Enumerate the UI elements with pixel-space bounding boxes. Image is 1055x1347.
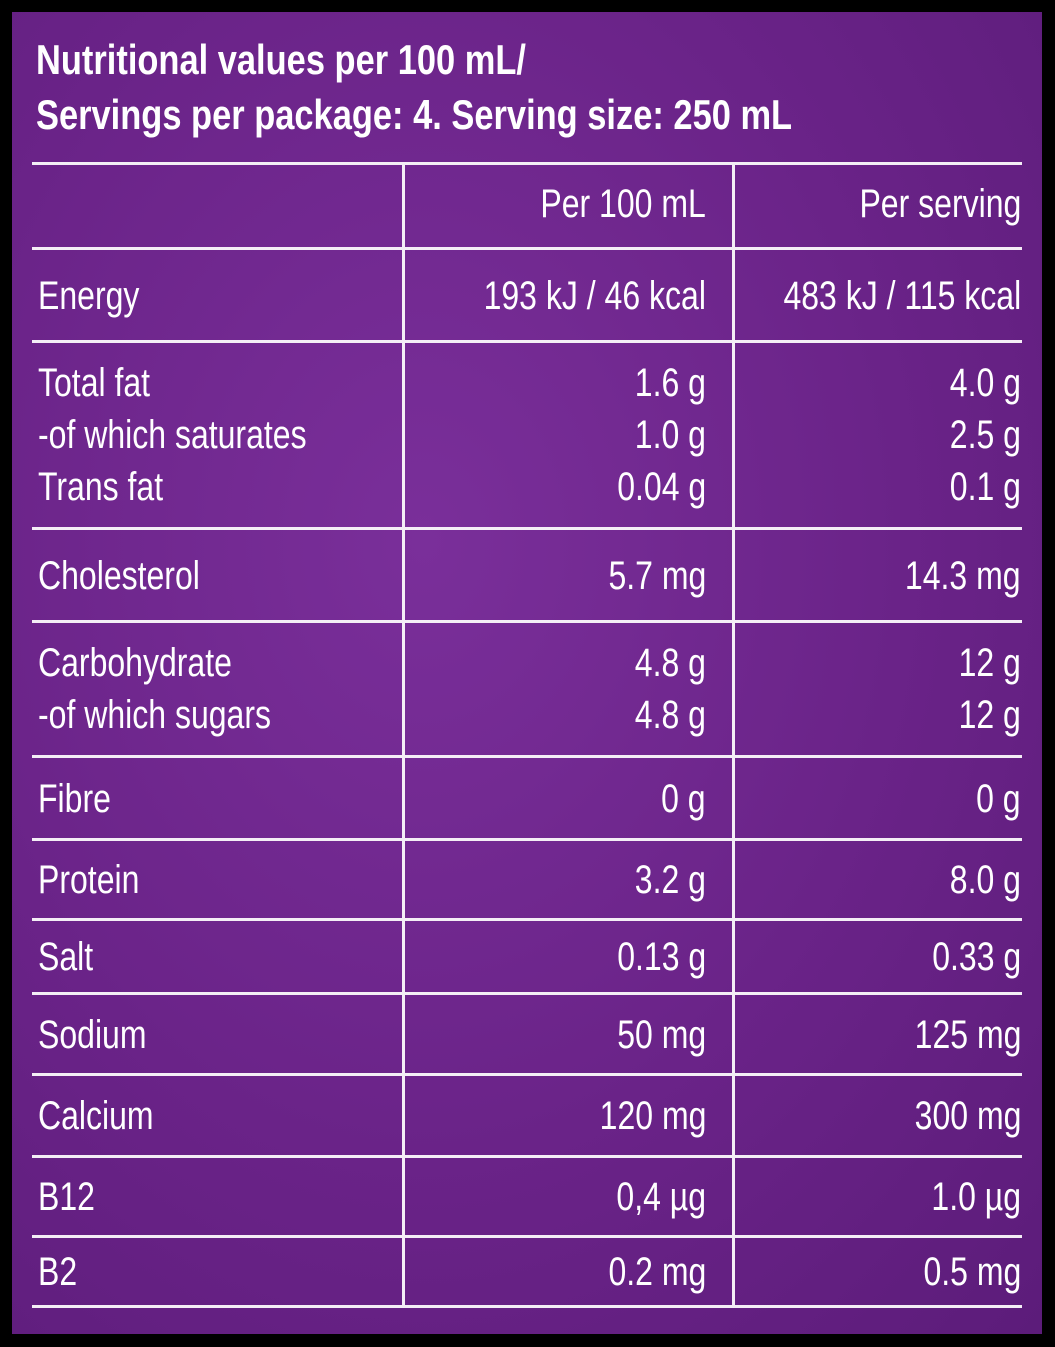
nutrient-value: 0.33 g — [932, 935, 1021, 979]
title-line: Servings per package: 4. Serving size: 2… — [36, 91, 793, 138]
nutrient-value: 4.0 g — [949, 361, 1021, 405]
nutrient-label: -of which sugars — [38, 693, 271, 737]
row-divider — [32, 1073, 1022, 1076]
column-divider — [402, 162, 405, 1305]
row-divider — [32, 247, 1022, 250]
nutrient-value: 0 g — [976, 776, 1021, 821]
nutrient-label: Cholesterol — [38, 553, 200, 598]
nutrient-label: B2 — [38, 1250, 78, 1294]
nutrient-label: Sodium — [38, 1012, 147, 1057]
nutrient-value: 4.8 g — [634, 693, 706, 737]
nutrient-value: 0.5 mg — [923, 1250, 1021, 1294]
nutrient-value: 5.7 mg — [608, 553, 706, 598]
row-divider — [32, 838, 1022, 841]
nutrient-value: 0.1 g — [949, 465, 1021, 509]
row-divider — [32, 1305, 1022, 1308]
column-header: Per serving — [859, 182, 1021, 226]
nutrient-value: 193 kJ / 46 kcal — [483, 273, 706, 318]
nutrient-label: Fibre — [38, 776, 111, 821]
nutrient-value: 12 g — [958, 641, 1021, 685]
nutrient-label: -of which saturates — [38, 413, 307, 457]
nutrient-value: 120 mg — [599, 1094, 706, 1138]
nutrient-label: Total fat — [38, 361, 151, 405]
row-divider — [32, 992, 1022, 995]
nutrient-value: 2.5 g — [949, 413, 1021, 457]
row-divider — [32, 1235, 1022, 1238]
title-line: Nutritional values per 100 mL/ — [36, 36, 526, 83]
row-divider — [32, 340, 1022, 343]
column-divider — [732, 162, 735, 1305]
nutrient-label: B12 — [38, 1175, 95, 1219]
row-divider — [32, 1155, 1022, 1158]
nutrient-value: 0.2 mg — [608, 1250, 706, 1294]
nutrient-value: 8.0 g — [949, 858, 1021, 902]
nutrient-value: 12 g — [958, 693, 1021, 737]
nutrient-value: 125 mg — [914, 1012, 1021, 1057]
nutrient-label: Trans fat — [38, 465, 164, 509]
row-divider — [32, 527, 1022, 530]
row-divider — [32, 162, 1022, 165]
nutrient-value: 3.2 g — [634, 858, 706, 902]
nutrient-label: Protein — [38, 858, 140, 902]
nutrient-label: Calcium — [38, 1094, 154, 1138]
nutrient-label: Salt — [38, 935, 94, 979]
nutrient-value: 4.8 g — [634, 641, 706, 685]
nutrient-value: 0,4 µg — [616, 1175, 706, 1219]
nutrient-label: Energy — [38, 273, 140, 318]
nutrient-label: Carbohydrate — [38, 641, 232, 685]
nutrient-value: 0.13 g — [617, 935, 706, 979]
nutrient-value: 50 mg — [617, 1012, 706, 1057]
nutrient-value: 300 mg — [914, 1094, 1021, 1138]
nutrient-value: 1.6 g — [634, 361, 706, 405]
label-panel — [12, 12, 1042, 1334]
column-header: Per 100 mL — [540, 182, 706, 226]
row-divider — [32, 918, 1022, 921]
nutrient-value: 483 kJ / 115 kcal — [783, 273, 1021, 318]
nutrient-value: 14.3 mg — [905, 553, 1021, 598]
nutrient-value: 1.0 g — [634, 413, 706, 457]
row-divider — [32, 620, 1022, 623]
nutrient-value: 0 g — [661, 776, 706, 821]
nutrient-value: 1.0 µg — [931, 1175, 1021, 1219]
nutrient-value: 0.04 g — [617, 465, 706, 509]
row-divider — [32, 755, 1022, 758]
